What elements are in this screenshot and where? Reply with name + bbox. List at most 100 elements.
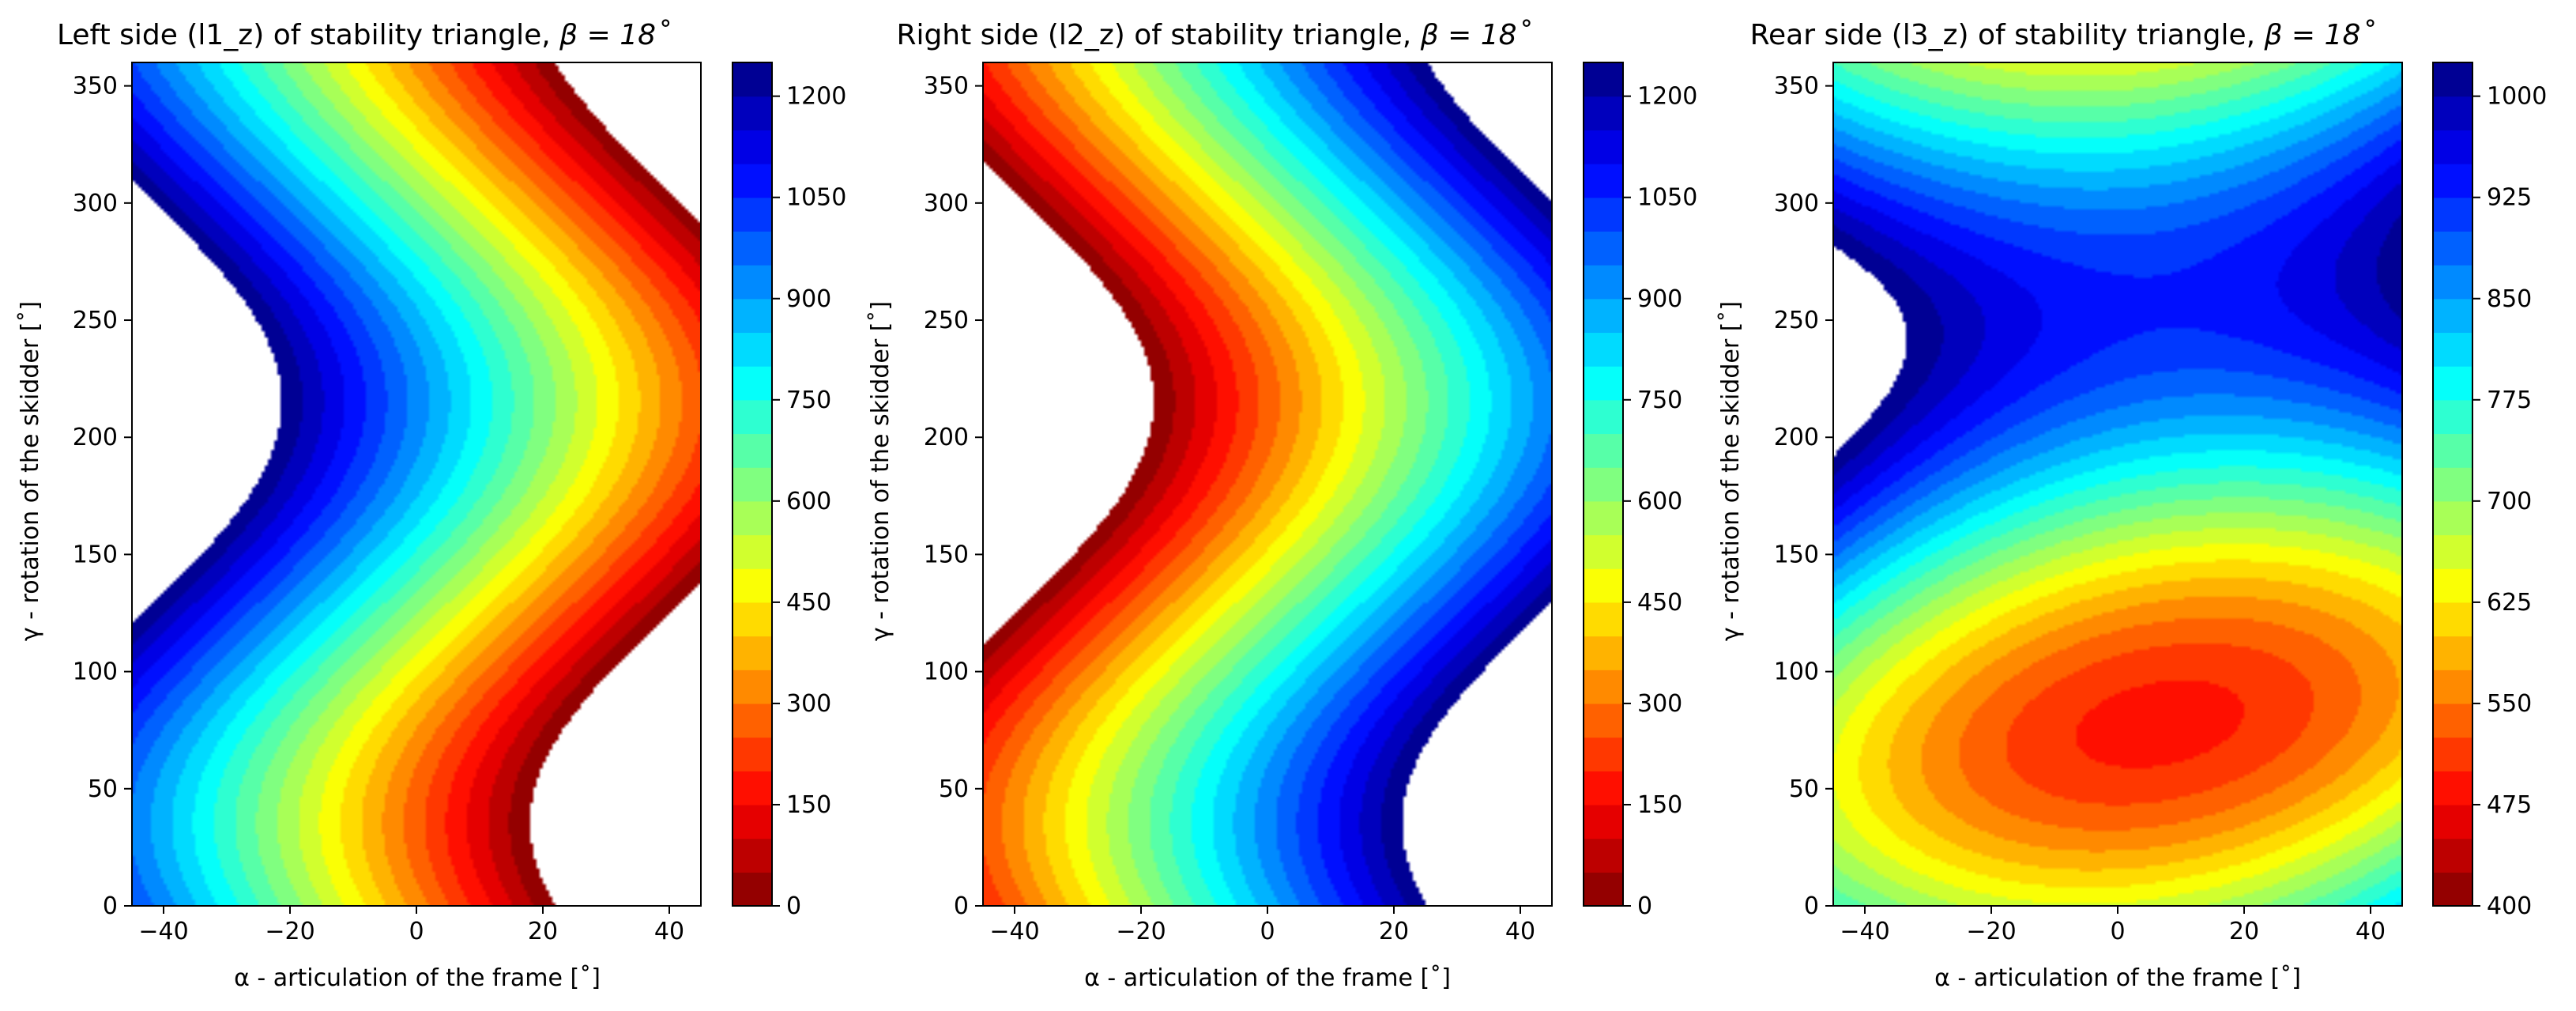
panel-title-math: β = 18˚	[2264, 19, 2375, 51]
x-tick-label: 40	[1505, 918, 1535, 945]
colorbar-band	[2433, 332, 2472, 367]
y-ticks: 0 50 100 150 200 250 300 350	[73, 73, 132, 920]
y-tick-label: 300	[73, 190, 118, 217]
colorbar-tick-label: 450	[1637, 589, 1682, 617]
colorbar-band	[733, 366, 772, 401]
colorbar-band	[2433, 164, 2472, 198]
colorbar-band	[1584, 703, 1623, 738]
colorbar-band	[733, 771, 772, 805]
colorbar-band	[2433, 399, 2472, 435]
colorbar-frame	[1583, 62, 1624, 907]
colorbar-band	[733, 670, 772, 704]
y-tick-label: 150	[1774, 541, 1819, 568]
colorbar-band	[2433, 265, 2472, 300]
x-axis-label: α - articulation of the frame [˚]	[234, 964, 601, 992]
colorbar-band	[2433, 366, 2472, 401]
panel-title-text: Rear side (l3_z) of stability triangle,	[1750, 19, 2265, 51]
colorbar-band	[1584, 130, 1623, 164]
colorbar-tick-label: 700	[2487, 488, 2532, 515]
colorbar-band	[2433, 804, 2472, 839]
x-tick-label: 0	[409, 918, 424, 945]
colorbar-tick-label: 450	[786, 589, 831, 617]
y-ticks: 0 50 100 150 200 250 300 350	[924, 73, 983, 920]
colorbar-band	[733, 164, 772, 198]
y-axis-label: γ - rotation of the skidder [˚]	[17, 301, 44, 641]
y-tick-label: 350	[73, 73, 118, 100]
colorbar-band	[2433, 602, 2472, 637]
colorbar-band	[1584, 197, 1623, 232]
colorbar-tick-label: 600	[1637, 488, 1682, 515]
y-tick-label: 350	[924, 73, 969, 100]
colorbar-band	[1584, 62, 1623, 97]
colorbar-band	[733, 636, 772, 670]
colorbar-band	[733, 872, 772, 907]
y-tick-label: 250	[1774, 307, 1819, 334]
colorbar-band	[733, 703, 772, 738]
colorbar-tick-label: 1050	[1637, 184, 1697, 212]
colorbar-band	[1584, 534, 1623, 569]
panel-title-math: β = 18˚	[1420, 19, 1531, 51]
contour-field	[1833, 62, 2402, 906]
contour-field	[132, 62, 701, 906]
colorbar-tick-label: 625	[2487, 589, 2532, 617]
colorbar-band	[733, 130, 772, 164]
x-tick-label: 20	[528, 918, 558, 945]
colorbar-band	[1584, 332, 1623, 367]
colorbar-band	[733, 265, 772, 300]
y-tick-label: 300	[1774, 190, 1819, 217]
plot-area	[982, 62, 1553, 907]
colorbar-band	[733, 838, 772, 873]
x-tick-label: −40	[989, 918, 1039, 945]
colorbar-tick-label: 750	[786, 387, 831, 414]
colorbar-band	[1584, 433, 1623, 468]
colorbar-tick-label: 750	[1637, 387, 1682, 414]
colorbar-band	[1584, 500, 1623, 536]
colorbar-band	[2433, 197, 2472, 232]
x-axis-label: α - articulation of the frame [˚]	[1084, 964, 1451, 992]
colorbar-tick-label: 300	[786, 690, 831, 718]
colorbar-band	[2433, 670, 2472, 704]
colorbar-tick-label: 1200	[786, 83, 846, 111]
y-tick-label: 100	[1774, 658, 1819, 686]
colorbar-band	[2433, 534, 2472, 569]
colorbar-band	[2433, 231, 2472, 266]
colorbar-band	[1584, 568, 1623, 603]
x-tick-label: −20	[1966, 918, 2016, 945]
y-tick-label: 0	[1804, 892, 1819, 920]
panel-rear: Rear side (l3_z) of stability triangle, …	[1717, 19, 2547, 992]
colorbar-band	[2433, 467, 2472, 502]
x-tick-label: 40	[654, 918, 684, 945]
colorbar-band	[1584, 366, 1623, 401]
colorbar-band	[2433, 433, 2472, 468]
panel-title: Rear side (l3_z) of stability triangle, …	[1750, 19, 2375, 51]
colorbar-band	[2433, 568, 2472, 603]
x-tick-label: 0	[1260, 918, 1275, 945]
colorbar-tick-label: 1200	[1637, 83, 1697, 111]
y-axis-label: γ - rotation of the skidder [˚]	[1717, 301, 1745, 641]
colorbar-tick-label: 1050	[786, 184, 846, 212]
y-tick-label: 100	[924, 658, 969, 686]
colorbar-tick-label: 900	[1637, 285, 1682, 313]
colorbar-band	[733, 96, 772, 130]
x-tick-label: −40	[1840, 918, 1889, 945]
colorbar-tick-label: 925	[2487, 184, 2532, 212]
panel-title-text: Left side (l1_z) of stability triangle,	[57, 19, 559, 51]
colorbar-band	[1584, 838, 1623, 873]
colorbar-tick-label: 550	[2487, 690, 2532, 718]
colorbar-band	[1584, 636, 1623, 670]
colorbar-band	[2433, 500, 2472, 536]
x-tick-label: 0	[2110, 918, 2125, 945]
panel-title: Left side (l1_z) of stability triangle, …	[57, 19, 670, 51]
colorbar-ticks: 0 150 300 450 600 750 900 1050 1200	[772, 83, 846, 920]
y-tick-label: 50	[939, 775, 969, 803]
y-tick-label: 250	[73, 307, 118, 334]
colorbar	[2432, 62, 2473, 907]
colorbar-band	[1584, 298, 1623, 334]
colorbar-tick-label: 400	[2487, 892, 2532, 920]
x-tick-label: 40	[2356, 918, 2386, 945]
colorbar	[732, 62, 773, 907]
colorbar-tick-label: 300	[1637, 690, 1682, 718]
colorbar-tick-label: 150	[786, 791, 831, 819]
y-tick-label: 200	[73, 424, 118, 451]
